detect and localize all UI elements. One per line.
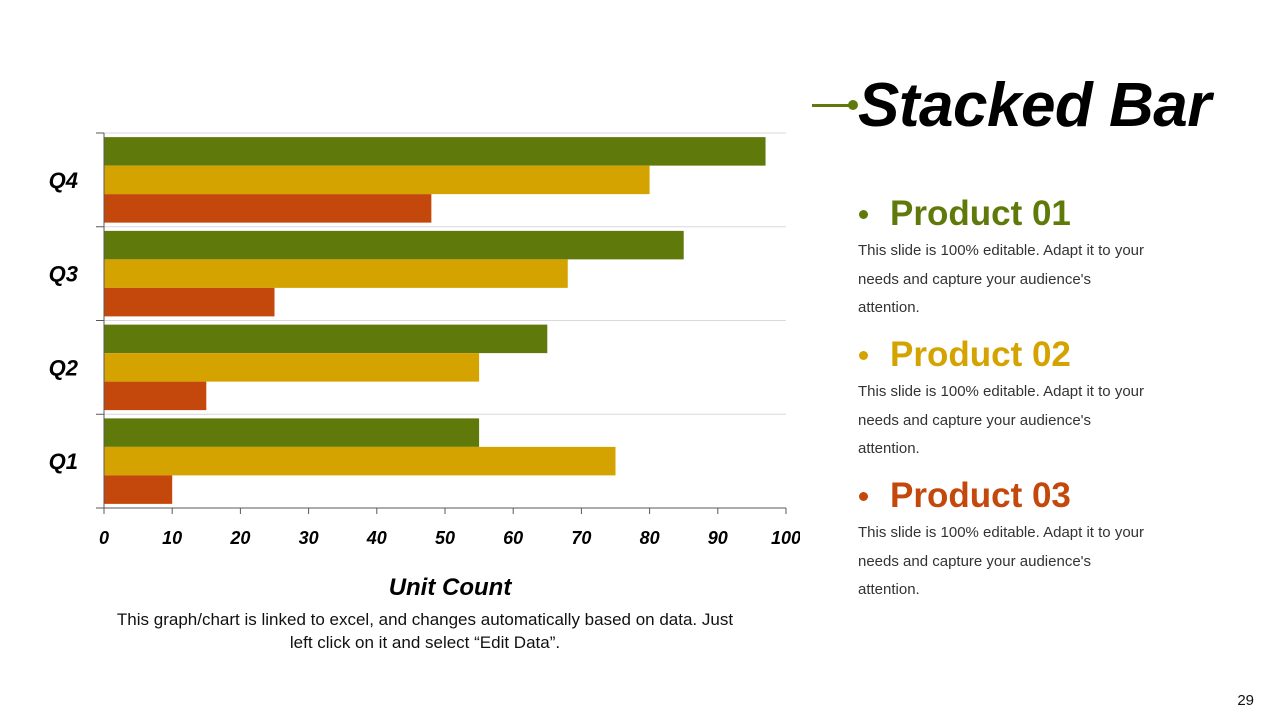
bullet-icon	[859, 350, 868, 360]
bar-q1-product-03[interactable]	[104, 475, 173, 504]
y-tick-label: Q3	[49, 262, 78, 287]
bar-q3-product-03[interactable]	[104, 287, 275, 317]
bar-q2-product-02[interactable]	[104, 353, 480, 382]
y-tick-label: Q1	[49, 449, 78, 474]
x-tick-label: 10	[162, 528, 182, 548]
bar-q3-product-01[interactable]	[104, 230, 684, 260]
x-tick-label: 90	[708, 528, 728, 548]
x-tick-label: 30	[299, 528, 319, 548]
bar-q4-product-01[interactable]	[104, 137, 766, 166]
x-tick-label: 100	[771, 528, 800, 548]
product-01-heading: Product 01	[858, 193, 1158, 235]
x-tick-label: 60	[503, 528, 523, 548]
product-03-name: Product 03	[890, 476, 1071, 515]
x-tick-label: 50	[435, 528, 455, 548]
bar-q4-product-02[interactable]	[104, 165, 650, 195]
product-03-block: Product 03 This slide is 100% editable. …	[858, 475, 1158, 605]
x-axis-title: Unit Count	[389, 574, 513, 601]
x-tick-label: 80	[640, 528, 660, 548]
product-03-heading: Product 03	[858, 475, 1158, 517]
chart-note: This graph/chart is linked to excel, and…	[116, 610, 734, 652]
x-tick-label: 20	[229, 528, 250, 548]
page-number: 29	[1237, 692, 1254, 709]
bar-q1-product-02[interactable]	[104, 446, 616, 476]
product-01-description: This slide is 100% editable. Adapt it to…	[858, 242, 1144, 316]
bullet-icon	[859, 491, 868, 501]
product-02-name: Product 02	[890, 335, 1071, 374]
bar-chart[interactable]: Q1 Q2 Q3 Q4 0 10 20 30 40 50 60 70 80 90 100 Unit Coun…	[0, 0, 800, 610]
product-01-name: Product 01	[890, 194, 1071, 233]
product-02-description: This slide is 100% editable. Adapt it to…	[858, 383, 1144, 457]
slide-title: Stacked Bar	[858, 71, 1211, 140]
product-01-block: Product 01 This slide is 100% editable. …	[858, 193, 1158, 323]
x-tick-label: 40	[366, 528, 387, 548]
y-tick-label: Q4	[49, 168, 78, 193]
y-tick-label: Q2	[49, 355, 79, 380]
product-03-description: This slide is 100% editable. Adapt it to…	[858, 524, 1144, 598]
title-accent-line	[812, 104, 856, 107]
product-02-block: Product 02 This slide is 100% editable. …	[858, 334, 1158, 464]
title-accent-dot	[848, 100, 858, 110]
bar-q3-product-02[interactable]	[104, 259, 568, 288]
chart-bars	[104, 137, 766, 504]
bar-q2-product-03[interactable]	[104, 381, 207, 411]
product-02-heading: Product 02	[858, 334, 1158, 376]
bar-q1-product-01[interactable]	[104, 418, 480, 447]
chart-axes: Q1 Q2 Q3 Q4 0 10 20 30 40 50 60 70 80 90 100	[49, 132, 800, 548]
bar-q4-product-03[interactable]	[104, 194, 432, 223]
bar-q2-product-01[interactable]	[104, 324, 548, 354]
x-tick-label: 70	[571, 528, 591, 548]
x-tick-label: 0	[99, 528, 109, 548]
bullet-icon	[859, 209, 868, 219]
